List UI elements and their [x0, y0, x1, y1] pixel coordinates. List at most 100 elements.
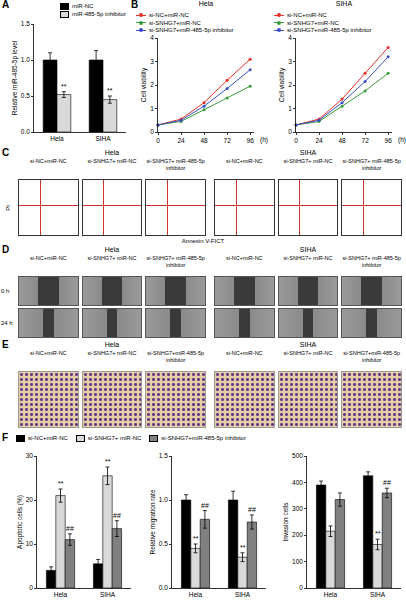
html-text:si-SNHG7+ miR-485-5p inhibitor: si-SNHG7+ miR-485-5p inhibitor [342, 158, 401, 171]
svg-text:SIHA: SIHA [95, 135, 111, 142]
svg-text:**: ** [58, 480, 64, 487]
html-text:si-SNHG7+ miR-NC: si-SNHG7+ miR-NC [87, 435, 142, 442]
html-text:E: E [2, 339, 9, 350]
svg-text:Invasion cells: Invasion cells [282, 502, 289, 542]
svg-text:Relative migration rate: Relative migration rate [149, 489, 157, 554]
svg-text:SIHA: SIHA [336, 0, 353, 7]
svg-text:200: 200 [292, 531, 303, 538]
svg-text:##: ## [113, 512, 121, 519]
svg-text:**: ** [193, 535, 199, 542]
svg-text:0.0: 0.0 [159, 584, 168, 591]
svg-text:0: 0 [288, 128, 292, 135]
svg-text:96: 96 [385, 137, 393, 144]
html-text:si-SNHG7+ miR-485-5p inhibitor: si-SNHG7+ miR-485-5p inhibitor [146, 158, 205, 171]
html-text:SIHA: SIHA [299, 341, 317, 348]
svg-text:**: ** [105, 458, 111, 465]
svg-text:30: 30 [26, 452, 34, 459]
svg-text:96: 96 [247, 137, 255, 144]
html-text:SIHA: SIHA [299, 149, 317, 156]
svg-text:Hela: Hela [324, 591, 338, 598]
svg-text:0: 0 [150, 128, 154, 135]
svg-text:2: 2 [150, 81, 154, 88]
svg-text:Cell viability: Cell viability [278, 67, 286, 102]
svg-text:0.5: 0.5 [21, 92, 30, 99]
svg-text:**: ** [61, 83, 67, 90]
svg-text:1.5: 1.5 [21, 20, 30, 27]
html-text:si-SNHG7+miR-NC: si-SNHG7+miR-NC [287, 19, 339, 26]
html-text:si-SNHG7+ miR-NC: si-SNHG7+ miR-NC [87, 158, 137, 164]
html-text:si-SNHG7+miR-485-5p inhibitor: si-SNHG7+miR-485-5p inhibitor [161, 435, 246, 442]
html-text:si-SNHG7+miR-485-5p inhibitor: si-SNHG7+miR-485-5p inhibitor [343, 350, 400, 363]
html-text:miR-NC: miR-NC [72, 3, 94, 10]
svg-text:2: 2 [288, 81, 292, 88]
html-text:si-NC+miR-NC: si-NC+miR-NC [28, 435, 68, 442]
html-text:si-SNHG7+miR-485-5p inhibitor: si-SNHG7+miR-485-5p inhibitor [287, 27, 372, 33]
html-text:si-NC+miR-NC: si-NC+miR-NC [226, 158, 263, 164]
svg-text:0: 0 [294, 137, 298, 144]
svg-text:72: 72 [224, 137, 232, 144]
svg-text:3: 3 [150, 58, 154, 65]
svg-text:24: 24 [315, 137, 323, 144]
svg-text:1.0: 1.0 [159, 496, 168, 503]
html-text:F: F [2, 432, 9, 443]
html-text:B: B [131, 0, 139, 10]
html-text:A: A [2, 0, 10, 10]
html-text:si-SNHG7+miR-485-5p inhibitor: si-SNHG7+miR-485-5p inhibitor [147, 350, 204, 363]
svg-text:##: ## [66, 525, 74, 532]
html-text:si-SNHG7+ miR-485-5p inhibitor: si-SNHG7+ miR-485-5p inhibitor [146, 255, 205, 268]
svg-text:0.0: 0.0 [21, 128, 30, 135]
svg-text:48: 48 [338, 137, 346, 144]
svg-text:1.0: 1.0 [21, 56, 30, 63]
svg-text:20: 20 [26, 496, 34, 503]
svg-text:300: 300 [292, 505, 303, 512]
svg-text:100: 100 [292, 558, 303, 565]
svg-text:(h): (h) [398, 136, 406, 144]
html-text:D: D [2, 244, 10, 255]
svg-text:Hela: Hela [54, 591, 68, 598]
svg-text:SIHA: SIHA [235, 591, 251, 598]
html-text:si-NC+miR-NC: si-NC+miR-NC [287, 12, 327, 18]
svg-text:##: ## [248, 506, 256, 513]
svg-text:SIHA: SIHA [370, 591, 386, 598]
svg-text:##: ## [383, 479, 391, 486]
svg-text:Apoptotic cells (%): Apoptotic cells (%) [16, 495, 24, 549]
html-text:si-NC+miR-NC: si-NC+miR-NC [30, 158, 67, 164]
svg-text:Hela: Hela [189, 591, 203, 598]
html-text:SIHA: SIHA [299, 246, 317, 253]
svg-text:500: 500 [292, 452, 303, 459]
svg-text:Cell viability: Cell viability [140, 67, 148, 102]
svg-text:0: 0 [29, 584, 33, 591]
svg-text:Relative miR-485-5p level: Relative miR-485-5p level [11, 40, 19, 115]
svg-text:0.5: 0.5 [159, 540, 168, 547]
svg-text:4: 4 [288, 34, 292, 41]
svg-text:Hela: Hela [199, 0, 214, 7]
html-text:si-SNHG7+ miR-485-5p inhibitor: si-SNHG7+ miR-485-5p inhibitor [342, 255, 401, 268]
svg-text:**: ** [375, 530, 381, 537]
svg-text:0: 0 [299, 584, 303, 591]
svg-text:(h): (h) [260, 136, 268, 144]
svg-text:3: 3 [288, 58, 292, 65]
html-text:si-SNHG7+miR-485-5p inhibitor: si-SNHG7+miR-485-5p inhibitor [149, 27, 234, 33]
svg-text:1.5: 1.5 [159, 452, 168, 459]
svg-text:1: 1 [288, 105, 292, 112]
svg-text:24: 24 [177, 137, 185, 144]
html-text:Hela: Hela [104, 341, 120, 348]
svg-text:48: 48 [200, 137, 208, 144]
svg-text:SIHA: SIHA [100, 591, 116, 598]
svg-text:0: 0 [156, 137, 160, 144]
svg-text:72: 72 [362, 137, 370, 144]
svg-text:**: ** [240, 544, 246, 551]
svg-text:4: 4 [150, 34, 154, 41]
html-text:Hela: Hela [104, 149, 120, 156]
svg-text:10: 10 [26, 540, 34, 547]
html-text:C: C [2, 147, 10, 158]
html-text:si-SNHG7+miR-NC: si-SNHG7+miR-NC [149, 19, 201, 26]
html-text:Hela: Hela [104, 246, 120, 253]
svg-text:**: ** [107, 87, 113, 94]
html-text:miR-485-5p inhibitor: miR-485-5p inhibitor [72, 10, 126, 17]
svg-text:##: ## [201, 502, 209, 509]
svg-text:400: 400 [292, 479, 303, 486]
svg-text:1: 1 [150, 105, 154, 112]
html-text:si-NC+miR-NC: si-NC+miR-NC [149, 12, 189, 18]
svg-text:Hela: Hela [50, 135, 64, 142]
